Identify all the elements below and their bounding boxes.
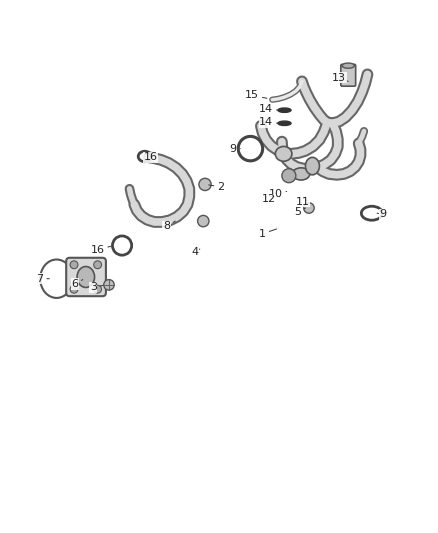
Circle shape: [70, 285, 78, 293]
Text: 14: 14: [259, 117, 279, 127]
Text: 14: 14: [259, 104, 279, 114]
Circle shape: [282, 169, 296, 183]
Circle shape: [304, 203, 314, 213]
Text: 5: 5: [294, 207, 305, 217]
Text: 9: 9: [230, 143, 240, 154]
Ellipse shape: [276, 147, 292, 161]
Circle shape: [104, 280, 114, 290]
Ellipse shape: [342, 63, 354, 68]
Text: 8: 8: [163, 221, 175, 231]
Ellipse shape: [77, 266, 95, 287]
Circle shape: [94, 285, 102, 293]
Ellipse shape: [278, 108, 291, 112]
FancyBboxPatch shape: [341, 64, 356, 86]
Circle shape: [199, 179, 211, 190]
Ellipse shape: [305, 157, 319, 175]
Text: 16: 16: [91, 245, 111, 255]
Text: 11: 11: [296, 197, 310, 207]
Text: 15: 15: [245, 91, 267, 100]
Text: 1: 1: [259, 229, 277, 239]
Circle shape: [94, 261, 102, 269]
Text: 9: 9: [377, 209, 386, 219]
Text: 12: 12: [262, 194, 279, 204]
Text: 6: 6: [71, 279, 83, 289]
FancyBboxPatch shape: [66, 258, 106, 296]
Text: 4: 4: [191, 247, 200, 257]
Text: 2: 2: [208, 182, 224, 192]
Text: 3: 3: [90, 282, 103, 293]
Circle shape: [198, 215, 209, 227]
Ellipse shape: [278, 121, 291, 125]
Text: 16: 16: [144, 152, 158, 163]
Circle shape: [70, 261, 78, 269]
Text: 10: 10: [269, 189, 287, 199]
Ellipse shape: [292, 168, 310, 180]
Text: 13: 13: [332, 73, 348, 83]
Text: 7: 7: [36, 274, 49, 284]
